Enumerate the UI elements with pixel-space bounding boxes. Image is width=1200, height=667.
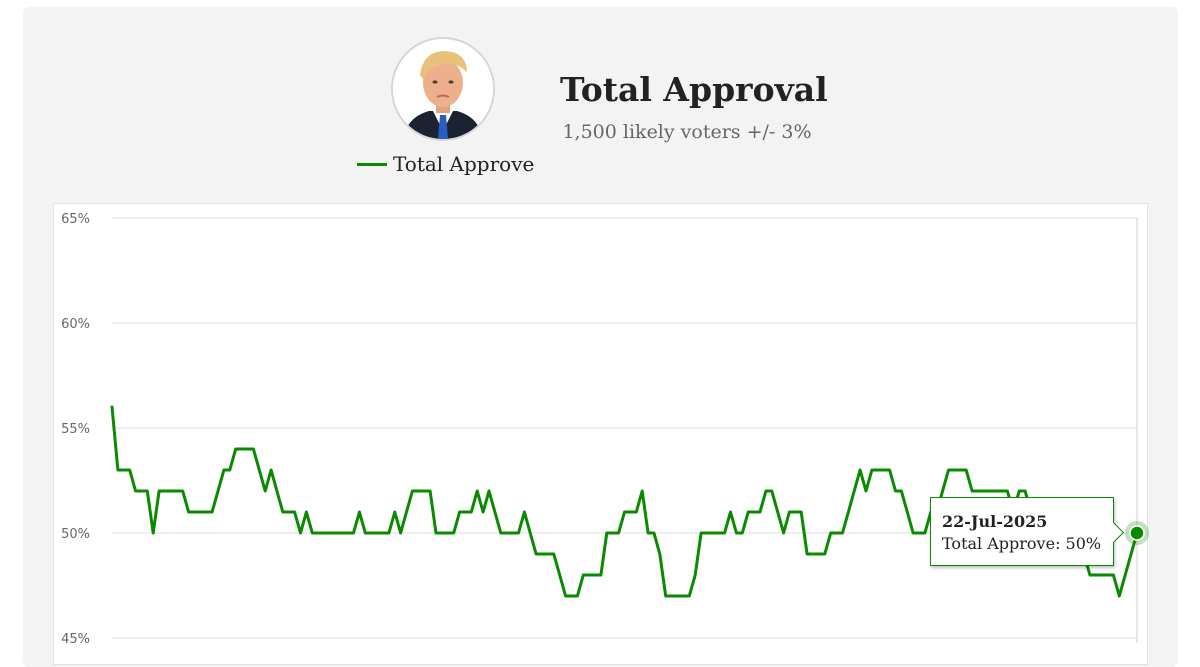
- legend-line-swatch: [357, 162, 387, 166]
- y-tick-label: 50%: [61, 527, 90, 542]
- tooltip-date: 22-Jul-2025: [942, 512, 1048, 531]
- data-tooltip: 22-Jul-2025 Total Approve: 50%: [930, 497, 1125, 566]
- series-line-total-approve[interactable]: [110, 405, 1139, 598]
- legend[interactable]: Total Approve: [357, 151, 534, 177]
- portrait-avatar: [391, 37, 495, 141]
- portrait-icon: [393, 39, 493, 139]
- hover-data-point[interactable]: [1129, 525, 1145, 541]
- line-chart[interactable]: 45% 50% 55% 60% 65%: [0, 0, 1200, 643]
- tooltip-value: Total Approve: 50%: [942, 534, 1102, 553]
- legend-label: Total Approve: [393, 152, 535, 176]
- y-tick-label: 45%: [61, 632, 90, 643]
- chart-title: Total Approval: [560, 70, 828, 109]
- chart-subtitle: 1,500 likely voters +/- 3%: [562, 121, 812, 143]
- plot-area: [53, 203, 1148, 665]
- y-tick-label: 60%: [61, 317, 90, 332]
- y-tick-label: 65%: [61, 212, 90, 227]
- y-tick-label: 55%: [61, 422, 90, 437]
